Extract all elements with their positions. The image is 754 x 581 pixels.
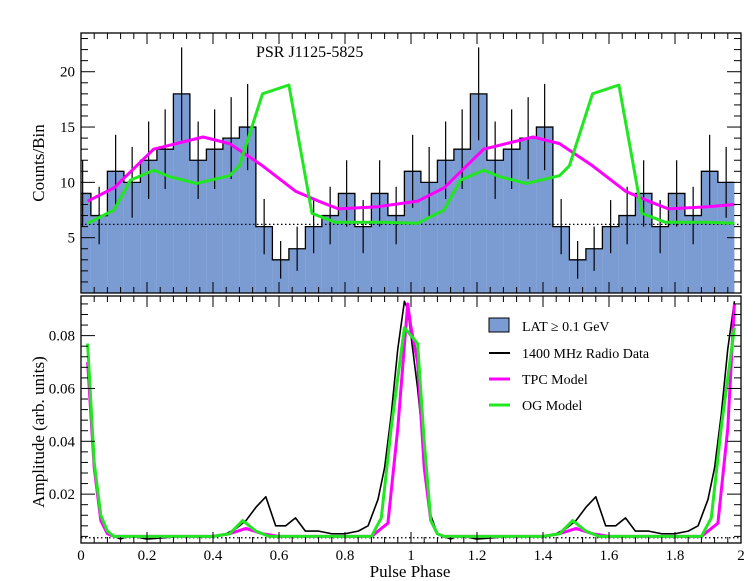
- x-tick-label: 1.8: [666, 548, 685, 564]
- top-panel: 5 10 15 20 PSR J1125-5825 Counts/Bin: [29, 32, 742, 294]
- histogram-bar: [189, 160, 207, 293]
- legend: LAT ≥ 0.1 GeV 1400 MHz Radio Data TPC Mo…: [488, 317, 650, 414]
- top-y-axis: 5 10 15 20: [60, 33, 742, 294]
- histogram-bar: [536, 127, 553, 293]
- og-model-curve-bottom: [86, 326, 736, 538]
- x-tick-label: 0: [77, 548, 85, 564]
- y-tick-label: 0.08: [49, 329, 75, 345]
- histogram-bar: [321, 215, 339, 293]
- x-tick-label: 1.6: [600, 548, 619, 564]
- legend-swatch-lat: [488, 317, 510, 333]
- histogram-bar: [635, 193, 652, 293]
- y-tick-label: 15: [60, 120, 75, 136]
- x-axis: 0 0.2 0.4 0.6 0.8 1 1.2 1.4 1.6 1.8 2: [77, 296, 745, 564]
- x-tick-label: 0.8: [336, 548, 355, 564]
- y-tick-label: 0.02: [49, 487, 75, 503]
- bottom-y-axis: 0.02 0.04 0.06 0.08: [49, 303, 741, 537]
- histogram-bar: [651, 226, 669, 293]
- histogram-bar: [305, 226, 322, 293]
- x-tick-label: 0.4: [204, 548, 223, 564]
- histogram-bar: [90, 215, 108, 293]
- histogram-bar: [338, 193, 355, 293]
- legend-label-lat: LAT ≥ 0.1 GeV: [522, 320, 610, 335]
- y-tick-label: 5: [68, 231, 76, 247]
- histogram-bar: [618, 215, 636, 293]
- legend-label-tpc: TPC Model: [522, 373, 588, 388]
- chart-title: PSR J1125-5825: [256, 44, 363, 61]
- top-histogram: [81, 93, 735, 293]
- histogram-bar: [470, 93, 487, 293]
- bottom-panel: 0.02 0.04 0.06 0.08 0 0.2 0.4 0.6 0.8 1 1.2 1.4 1.6…: [29, 295, 745, 581]
- histogram-outline: [81, 93, 735, 261]
- histogram-bar: [140, 160, 157, 293]
- histogram-bar: [354, 226, 372, 293]
- histogram-bar: [668, 193, 685, 293]
- histogram-bar: [239, 127, 256, 293]
- histogram-bar: [371, 193, 388, 293]
- x-tick-label: 2: [737, 548, 745, 564]
- y-tick-label: 0.04: [49, 434, 76, 450]
- bottom-curves: [86, 300, 736, 540]
- og-model-curve-top: [86, 83, 735, 225]
- histogram-bar: [156, 149, 174, 293]
- legend-label-radio: 1400 MHz Radio Data: [522, 347, 650, 362]
- x-tick-label: 1.2: [468, 548, 487, 564]
- y-tick-label: 20: [60, 65, 75, 81]
- y-tick-label: 0.06: [49, 381, 76, 397]
- top-y-axis-label: Counts/Bin: [29, 124, 48, 202]
- top-model-curves: [86, 83, 735, 225]
- histogram-bar: [602, 226, 619, 293]
- histogram-bar: [420, 182, 438, 293]
- histogram-bar: [123, 182, 141, 293]
- tpc-model-curve-top: [86, 135, 735, 211]
- x-tick-label: 1.4: [534, 548, 553, 564]
- histogram-bar: [503, 149, 520, 293]
- histogram-bar: [206, 149, 223, 293]
- x-tick-label: 0.2: [138, 548, 157, 564]
- bottom-y-axis-label: Amplitude (arb. units): [29, 356, 48, 508]
- x-tick-label: 1: [407, 548, 415, 564]
- histogram-bar: [717, 182, 735, 293]
- histogram-bar: [387, 215, 405, 293]
- histogram-bar: [437, 160, 454, 293]
- x-tick-label: 0.6: [270, 548, 289, 564]
- histogram-bar: [519, 138, 537, 293]
- histogram-bar: [255, 226, 273, 293]
- histogram-bar: [81, 193, 91, 293]
- x-axis-label: Pulse Phase: [370, 562, 451, 581]
- histogram-bar: [552, 226, 570, 293]
- histogram-bar: [701, 171, 718, 293]
- legend-label-og: OG Model: [522, 399, 582, 414]
- y-tick-label: 10: [60, 175, 75, 191]
- histogram-bar: [486, 160, 504, 293]
- histogram-bar: [684, 215, 702, 293]
